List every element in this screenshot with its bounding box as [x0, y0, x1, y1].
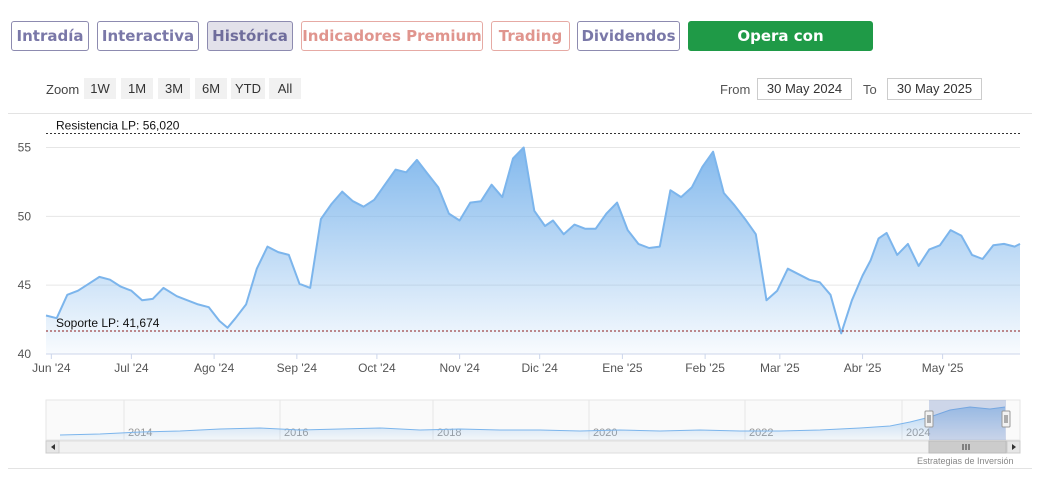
to-date-input[interactable]: 30 May 2025 — [887, 78, 982, 100]
zoom-label: Zoom — [46, 82, 80, 97]
navigator-selection[interactable] — [929, 400, 1006, 440]
x-tick-label: Ago '24 — [194, 361, 235, 375]
x-axis-labels: Jun '24 Jul '24 Ago '24 Sep '24 Oct '24 Nov '… — [32, 353, 1020, 375]
zoom-3m-button[interactable]: 3M — [158, 78, 190, 99]
zoom-1m-button[interactable]: 1M — [121, 78, 153, 99]
x-tick-label: Ene '25 — [602, 361, 643, 375]
zoom-6m-button[interactable]: 6M — [195, 78, 227, 99]
opera-freedom24-button[interactable]: Opera con Freedom24 — [688, 21, 873, 73]
x-tick-label: Jul '24 — [114, 361, 149, 375]
tab-dividendos[interactable]: Dividendos — [577, 21, 680, 51]
zoom-all-button[interactable]: All — [269, 78, 301, 99]
arrow-left-icon — [51, 444, 55, 450]
x-tick-label: Jun '24 — [32, 361, 71, 375]
x-tick-label: Dic '24 — [522, 361, 559, 375]
top-divider — [8, 113, 1032, 114]
x-tick-label: Feb '25 — [685, 361, 725, 375]
navigator-area — [60, 407, 1005, 440]
tab-interactiva[interactable]: Interactiva — [97, 21, 199, 51]
scrollbar-thumb[interactable] — [928, 440, 1007, 454]
x-tick-label: Mar '25 — [760, 361, 800, 375]
scrollbar-track — [45, 440, 1021, 454]
y-tick-label: 55 — [18, 141, 32, 155]
x-tick-label: Nov '24 — [439, 361, 480, 375]
x-tick-label: Abr '25 — [844, 361, 882, 375]
arrow-right-icon — [1012, 444, 1016, 450]
price-line — [45, 146, 1021, 335]
tab-indicadores-premium[interactable]: Indicadores Premium — [301, 21, 483, 51]
y-axis-labels: 40 45 50 55 — [18, 141, 32, 361]
y-tick-label: 50 — [18, 209, 32, 223]
navigator[interactable]: 201420162018202020222024 — [45, 399, 1021, 454]
navigator-right-handle[interactable] — [1001, 410, 1011, 428]
price-area-fill — [46, 147, 1020, 354]
resistance-label: Resistencia LP: 56,020 — [56, 118, 180, 132]
support-resistance-lines: Resistencia LP: 56,020 Soporte LP: 41,674 — [46, 118, 1020, 332]
price-series — [45, 146, 1021, 354]
from-date-input[interactable]: 30 May 2024 — [757, 78, 852, 100]
chart-credit: Estrategias de Inversión — [917, 456, 1014, 466]
navigator-left-handle[interactable] — [924, 410, 934, 428]
x-tick-label: Sep '24 — [277, 361, 318, 375]
to-label: To — [863, 82, 877, 97]
tab-trading[interactable]: Trading — [491, 21, 570, 51]
zoom-1w-button[interactable]: 1W — [84, 78, 116, 99]
x-tick-label: May '25 — [922, 361, 964, 375]
navigator-line — [59, 406, 1006, 436]
tab-historica[interactable]: Histórica — [207, 21, 293, 51]
tab-intradia[interactable]: Intradía — [11, 21, 89, 51]
x-tick-label: Oct '24 — [358, 361, 396, 375]
support-label: Soporte LP: 41,674 — [56, 316, 160, 330]
y-tick-label: 45 — [18, 278, 32, 292]
zoom-ytd-button[interactable]: YTD — [231, 78, 265, 99]
from-label: From — [720, 82, 751, 97]
bottom-divider — [8, 468, 1032, 469]
y-tick-label: 40 — [18, 347, 32, 361]
